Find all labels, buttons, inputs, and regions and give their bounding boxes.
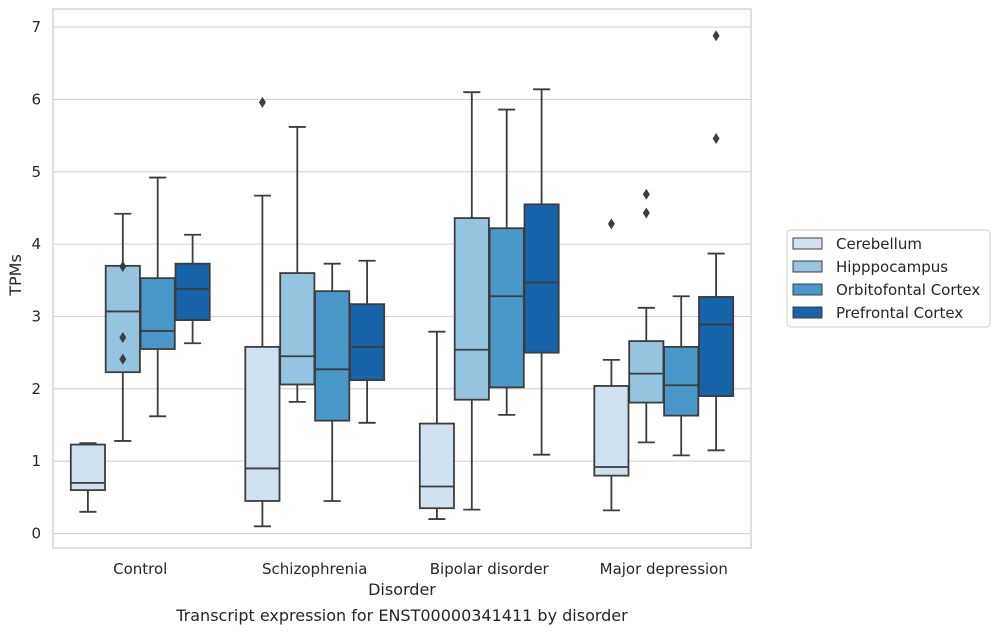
outlier-point — [119, 261, 127, 273]
box — [628, 340, 665, 404]
chart-caption: Transcript expression for ENST0000034141… — [176, 606, 628, 625]
legend-swatch — [792, 260, 823, 273]
outlier-point — [712, 30, 720, 42]
box-group — [698, 30, 735, 452]
box — [418, 422, 455, 510]
box-group — [488, 108, 525, 416]
box — [279, 272, 316, 386]
box-group — [244, 96, 281, 528]
box-group — [69, 442, 106, 513]
box-group — [593, 218, 630, 512]
legend-swatch — [792, 283, 823, 296]
y-tick-label: 2 — [31, 380, 41, 398]
box — [314, 290, 351, 422]
x-tick-label: Bipolar disorder — [430, 560, 550, 578]
y-tick-label: 7 — [31, 18, 41, 36]
box-groups — [69, 30, 735, 528]
legend-swatch — [792, 237, 823, 250]
y-tick-label: 0 — [31, 525, 41, 543]
y-tick-label: 3 — [31, 307, 41, 325]
y-tick-label: 6 — [31, 90, 41, 108]
legend-label: Hipppocampus — [836, 258, 948, 276]
series-cerebellum — [69, 96, 630, 528]
legend-label: Prefrontal Cortex — [836, 304, 963, 322]
box — [174, 262, 211, 322]
legend-label: Orbitofontal Cortex — [836, 281, 980, 299]
legend-label: Cerebellum — [836, 235, 922, 253]
box-group — [349, 259, 386, 424]
box-group — [279, 126, 316, 403]
outlier-point — [642, 188, 650, 200]
box — [698, 296, 735, 397]
box — [663, 345, 700, 417]
box — [453, 217, 490, 401]
box-group — [418, 330, 455, 520]
x-tick-labels: Control Schizophrenia Bipolar disorder Majo… — [113, 560, 728, 578]
outlier-point — [258, 96, 266, 108]
series-prefrontal-cortex — [174, 30, 735, 456]
box-group — [139, 176, 176, 418]
box — [523, 203, 560, 354]
series-orbitofontal-cortex — [139, 108, 700, 502]
grid-lines — [53, 26, 751, 535]
box-group — [523, 88, 560, 456]
box-group — [314, 262, 351, 502]
box — [593, 385, 630, 477]
outlier-point — [712, 133, 720, 145]
box-group — [104, 212, 141, 442]
y-tick-labels: 0 1 2 3 4 5 6 7 — [31, 18, 41, 542]
legend-frame — [786, 229, 991, 328]
outlier-point — [642, 207, 650, 219]
box-group — [663, 295, 700, 457]
outlier-point — [119, 353, 127, 365]
y-tick-label: 1 — [31, 452, 41, 470]
legend: Cerebellum Hipppocampus Orbitofontal Corte… — [786, 229, 991, 328]
y-axis-label: TPMs — [6, 254, 25, 297]
x-tick-label: Major depression — [600, 560, 728, 578]
legend-swatch — [792, 306, 823, 319]
y-tick-label: 4 — [31, 235, 41, 253]
x-axis-label: Disorder — [368, 580, 436, 599]
outlier-point — [119, 331, 127, 343]
box — [349, 303, 386, 382]
box — [488, 227, 525, 389]
box-group — [174, 233, 211, 345]
outlier-point — [607, 218, 615, 230]
x-tick-label: Schizophrenia — [262, 560, 367, 578]
x-tick-label: Control — [113, 560, 167, 578]
y-tick-label: 5 — [31, 163, 41, 181]
box — [244, 345, 281, 502]
box — [139, 277, 176, 350]
